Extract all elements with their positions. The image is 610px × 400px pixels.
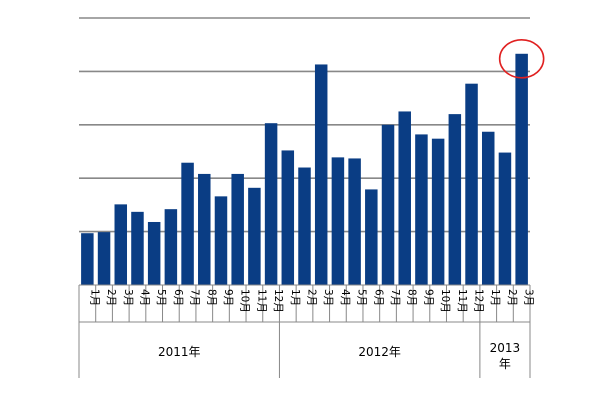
x-tick-label: 8月 <box>205 289 217 306</box>
bar <box>381 124 395 285</box>
bar <box>248 187 261 285</box>
bar <box>431 138 445 285</box>
year-label: 2012年 <box>358 345 401 359</box>
x-tick-label: 5月 <box>155 289 167 306</box>
bar <box>348 158 361 285</box>
bar <box>114 204 128 285</box>
x-tick-label: 2月 <box>306 289 318 306</box>
bar <box>81 233 94 285</box>
x-tick-label: 6月 <box>372 289 384 306</box>
highlight-circle <box>498 38 545 79</box>
bar <box>365 189 378 285</box>
bar <box>415 134 428 285</box>
bar <box>147 221 161 285</box>
bar <box>214 196 228 285</box>
bar <box>181 162 194 285</box>
bar <box>498 152 512 285</box>
bar-series <box>81 53 528 286</box>
x-tick-label: 4月 <box>339 289 351 306</box>
x-tick-label: 9月 <box>422 289 434 306</box>
bar <box>97 232 111 285</box>
bar <box>314 64 328 285</box>
x-tick-label: 3月 <box>122 289 134 306</box>
x-tick-label: 5月 <box>356 289 368 306</box>
x-axis <box>78 284 531 378</box>
x-tick-label: 3月 <box>523 289 535 306</box>
x-tick-label: 9月 <box>222 289 234 306</box>
x-tick-label: 4月 <box>138 289 150 306</box>
x-tick-label: 7月 <box>389 289 401 306</box>
bar <box>264 123 278 285</box>
bar <box>465 83 478 285</box>
x-tick-label: 2月 <box>506 289 518 306</box>
highlight-annotation <box>498 38 545 79</box>
x-tick-label: 1月 <box>289 289 301 306</box>
bar <box>198 173 211 285</box>
year-group-labels: 2011年 2012年 2013 年 <box>158 341 520 371</box>
bar <box>515 53 528 285</box>
bar <box>164 209 178 285</box>
bar <box>231 173 244 285</box>
x-tick-label: 10月 <box>239 289 251 313</box>
x-tick-label: 12月 <box>272 289 284 313</box>
x-tick-label: 6月 <box>172 289 184 306</box>
year-label: 2011年 <box>158 345 201 359</box>
bar <box>331 157 345 285</box>
x-tick-label: 12月 <box>473 289 485 313</box>
x-tick-label: 7月 <box>189 289 201 306</box>
x-tick-label: 11月 <box>456 289 468 313</box>
bar <box>398 111 411 285</box>
x-tick-label: 11月 <box>255 289 267 313</box>
x-tick-label: 10月 <box>439 289 451 313</box>
x-tick-label: 1月 <box>88 289 100 306</box>
bar <box>448 114 462 286</box>
year-label: 2013 年 <box>490 341 521 371</box>
x-tick-label: 2月 <box>105 289 117 306</box>
bar <box>481 131 495 285</box>
bar <box>298 167 311 285</box>
x-tick-label: 3月 <box>322 289 334 306</box>
x-tick-label: 8月 <box>406 289 418 306</box>
bar <box>131 211 144 285</box>
x-tick-labels: 1月 2月 3月 4月 5月 6月 7月 8月 9月 10月 11月 12月 1月 2月 3月 4月 5月 6月 7… <box>88 289 534 313</box>
bar <box>281 150 295 285</box>
x-tick-label: 1月 <box>489 289 501 306</box>
